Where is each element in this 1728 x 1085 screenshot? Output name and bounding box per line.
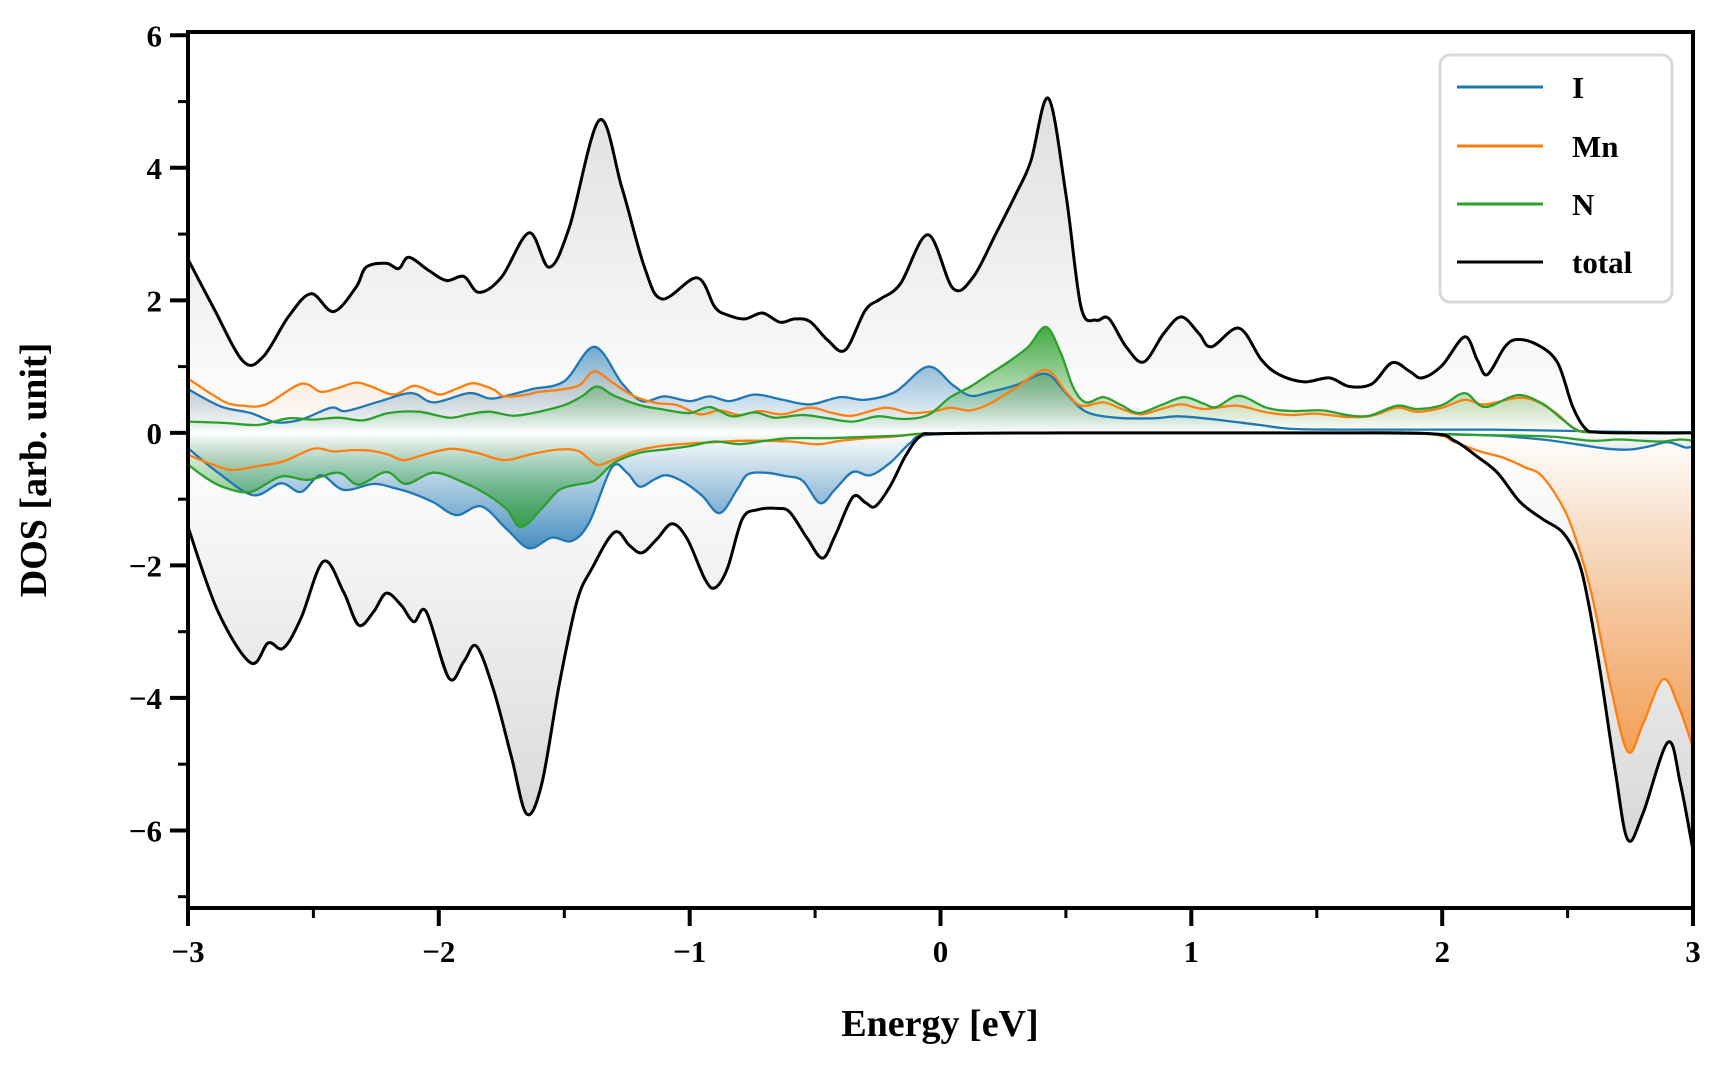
- y-tick-label: 4: [147, 151, 163, 186]
- legend-label-total: total: [1572, 245, 1633, 280]
- dos-curves: [188, 96, 1693, 852]
- legend-label-N: N: [1572, 187, 1594, 222]
- area-fill-total-down: [188, 432, 1693, 851]
- x-tick-label: 3: [1685, 934, 1701, 969]
- legend-box: [1438, 53, 1674, 304]
- y-tick-label: 0: [147, 416, 163, 451]
- x-tick-label: 1: [1184, 934, 1200, 969]
- legend-entry-Mn: Mn: [1457, 129, 1619, 164]
- y-tick-label: 6: [147, 18, 163, 53]
- legend-label-Mn: Mn: [1572, 129, 1619, 164]
- area-fill-N-up: [188, 326, 1693, 433]
- area-fill-total-up: [188, 97, 1693, 433]
- curve-Mn-down: [188, 431, 1693, 754]
- y-tick-label: −6: [129, 814, 162, 849]
- curve-Mn-up: [188, 368, 1693, 435]
- curve-total-down: [188, 431, 1693, 852]
- y-tick-label: −4: [129, 681, 162, 716]
- curve-I-up: [188, 345, 1693, 434]
- legend-entry-total: total: [1457, 245, 1633, 280]
- x-tick-label: −2: [422, 934, 455, 969]
- y-tick-label: −2: [129, 548, 162, 583]
- axes: −3 −2 −1 0 1 2 3 −6 −4 −2 0 2 4 6: [129, 18, 1701, 969]
- x-tick-label: 2: [1434, 934, 1450, 969]
- y-tick-label: 2: [147, 283, 163, 318]
- area-fills: [188, 97, 1693, 851]
- x-tick-label: −3: [171, 934, 204, 969]
- curve-N-up: [188, 325, 1693, 435]
- area-fill-Mn-down: [188, 432, 1693, 753]
- curve-total-up: [188, 96, 1693, 435]
- area-fill-N-down: [188, 432, 1693, 528]
- x-tick-label: 0: [933, 934, 949, 969]
- legend-entry-I: I: [1457, 70, 1584, 105]
- curve-N-down: [188, 431, 1693, 529]
- legend-entry-N: N: [1457, 187, 1594, 222]
- y-axis-label: DOS [arb. unit]: [13, 343, 55, 597]
- x-axis-label: Energy [eV]: [841, 1003, 1038, 1045]
- x-tick-label: −1: [673, 934, 706, 969]
- legend-label-I: I: [1572, 70, 1584, 105]
